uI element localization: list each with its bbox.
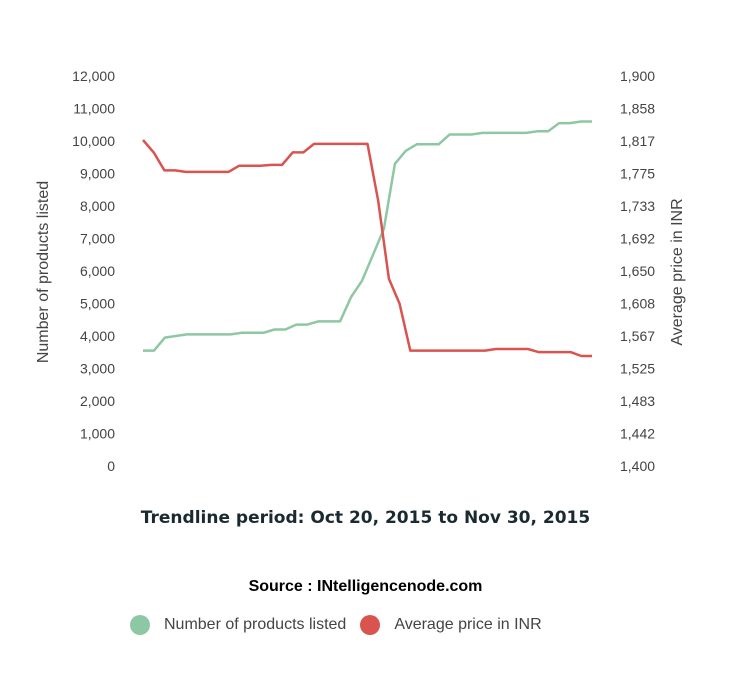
- left-axis-title: Number of products listed: [35, 181, 52, 363]
- left-tick-label: 10,000: [72, 133, 115, 149]
- right-tick-label: 1,483: [620, 393, 655, 409]
- trendline-period-caption: Trendline period: Oct 20, 2015 to Nov 30…: [140, 508, 591, 528]
- legend-swatch-products: [130, 615, 150, 635]
- right-tick-label: 1,608: [620, 296, 655, 312]
- legend-item-price[interactable]: Average price in INR: [360, 615, 542, 635]
- legend-swatch-price: [360, 615, 381, 635]
- chart: 0 1,000 2,000 3,000 4,000 5,000 6,000 7,000 8,00…: [35, 68, 686, 474]
- right-tick-label: 1,650: [620, 263, 655, 279]
- right-axis-ticks: 1,400 1,442 1,483 1,525 1,567 1,608 1,650 1,692…: [620, 68, 655, 474]
- series-layer: [142, 120, 592, 358]
- right-tick-label: 1,817: [620, 133, 655, 149]
- source-caption: Source : INtelligencenode.com: [248, 578, 483, 595]
- legend: Number of products listed Average price …: [130, 615, 556, 635]
- left-tick-label: 12,000: [72, 68, 115, 84]
- left-tick-label: 0: [107, 458, 115, 474]
- legend-label-price: Average price in INR: [394, 616, 542, 633]
- left-tick-label: 9,000: [80, 166, 115, 182]
- right-tick-label: 1,775: [620, 166, 655, 182]
- left-tick-label: 7,000: [80, 231, 115, 247]
- right-axis-title: Average price in INR: [669, 198, 686, 345]
- right-tick-label: 1,525: [620, 361, 655, 377]
- right-tick-label: 1,400: [620, 458, 655, 474]
- left-tick-label: 1,000: [80, 426, 115, 442]
- series-line-price: [142, 139, 592, 358]
- legend-label-products: Number of products listed: [164, 616, 347, 633]
- right-tick-label: 1,567: [620, 328, 655, 344]
- left-tick-label: 2,000: [80, 393, 115, 409]
- right-tick-label: 1,442: [620, 426, 655, 442]
- left-tick-label: 8,000: [80, 198, 115, 214]
- right-tick-label: 1,692: [620, 231, 655, 247]
- left-tick-label: 5,000: [80, 296, 115, 312]
- legend-item-products[interactable]: Number of products listed: [130, 615, 346, 635]
- series-line-products: [143, 120, 592, 352]
- left-tick-label: 3,000: [80, 361, 115, 377]
- right-tick-label: 1,733: [620, 198, 655, 214]
- left-tick-label: 6,000: [80, 263, 115, 279]
- right-tick-label: 1,900: [620, 68, 655, 84]
- right-tick-label: 1,858: [620, 101, 655, 117]
- left-tick-label: 11,000: [73, 101, 115, 117]
- left-axis-ticks: 0 1,000 2,000 3,000 4,000 5,000 6,000 7,000 8,00…: [72, 68, 115, 474]
- left-tick-label: 4,000: [80, 328, 115, 344]
